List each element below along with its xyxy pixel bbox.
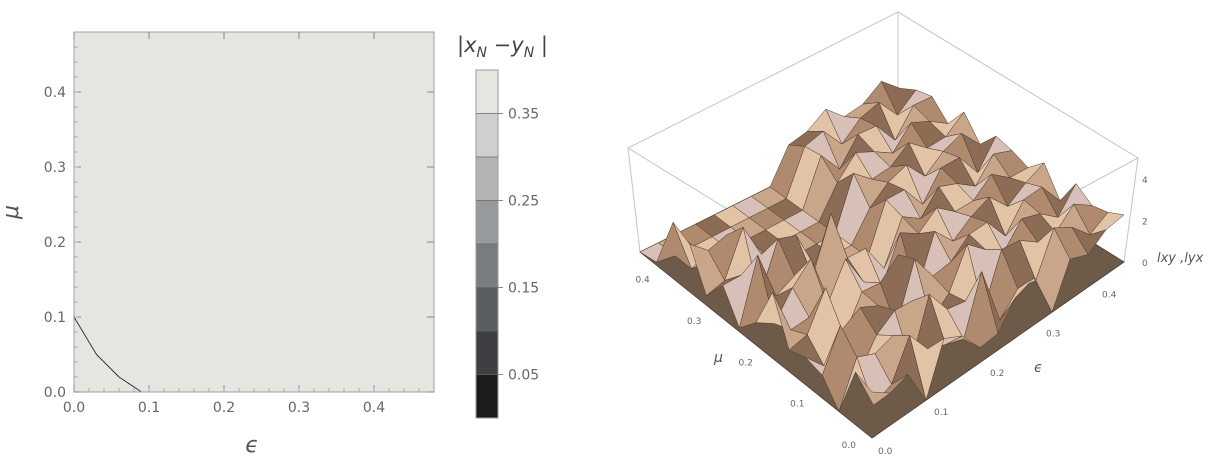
eps-tick-label: 0.0 [878, 447, 893, 457]
contour-tick-labels: 0.0 0.1 0.2 0.3 0.4 0.0 0.1 0.2 0.3 0.4 [44, 85, 385, 416]
colorbar-tick-label: 0.25 [508, 194, 539, 210]
x-tick-label: 0.0 [63, 400, 85, 416]
colorbar-title-main-3: | [534, 33, 548, 58]
box-edge-right [1123, 157, 1139, 263]
colorbar-ticks: 0.05 0.15 0.25 0.35 [476, 107, 539, 384]
y-tick-label: 0.2 [44, 235, 66, 251]
surface-plot: 0.00.10.20.30.4 0.00.10.20.30.4 024 μ ϵ … [626, 11, 1204, 457]
y-tick-label: 0.3 [44, 160, 66, 176]
mu-axis-label: μ [713, 350, 723, 366]
colorbar-swatch [476, 331, 498, 375]
colorbar-title-main-1: |x [457, 33, 477, 58]
mu-tick-label: 0.3 [687, 317, 701, 327]
mu-tick-label: 0.2 [739, 358, 753, 368]
z-tick-label: 0 [1142, 259, 1148, 269]
z-tick-label: 4 [1142, 176, 1148, 186]
colorbar-tick-label: 0.05 [508, 368, 539, 384]
x-axis-label: ϵ [245, 433, 259, 458]
surface-peaks [639, 80, 1125, 413]
colorbar-swatch [476, 244, 498, 288]
colorbar-swatch [476, 200, 498, 244]
x-tick-label: 0.4 [363, 400, 385, 416]
box-edge-left [627, 147, 641, 253]
contour-fill [74, 32, 434, 392]
y-tick-label: 0.4 [44, 85, 66, 101]
colorbar-title: |xN −yN | [457, 33, 548, 61]
eps-tick-label: 0.3 [1046, 330, 1060, 340]
x-tick-label: 0.3 [288, 400, 310, 416]
colorbar-tick-label: 0.15 [508, 281, 539, 297]
z-axis-label: lxy ,lyx [1157, 251, 1204, 266]
mu-axis-ticks: 0.0 0.1 0.2 0.3 0.4 [635, 276, 856, 451]
colorbar-swatches [476, 70, 498, 418]
colorbar-swatch [476, 157, 498, 201]
contour-band-7 [74, 32, 434, 392]
contour-bands [74, 32, 434, 392]
colorbar-swatch [476, 70, 498, 114]
y-axis-label: μ [0, 205, 24, 220]
x-tick-label: 0.1 [138, 400, 160, 416]
colorbar: |xN −yN | 0.050.150.250.35 [457, 33, 548, 419]
mu-tick-label: 0.1 [790, 400, 804, 410]
eps-axis-label: ϵ [1034, 360, 1043, 376]
eps-tick-label: 0.4 [1102, 291, 1117, 301]
colorbar-title-sub-2: N [524, 45, 535, 61]
eps-axis-ticks: 0.0 0.1 0.2 0.3 0.4 [878, 291, 1117, 457]
z-tick-label: 2 [1142, 217, 1148, 227]
mu-tick-label: 0.0 [842, 441, 857, 451]
colorbar-title-main-2: −y [487, 33, 524, 57]
mu-tick-label: 0.4 [635, 276, 650, 286]
x-tick-label: 0.2 [213, 400, 235, 416]
y-tick-label: 0.0 [44, 385, 66, 401]
eps-tick-label: 0.1 [934, 408, 948, 418]
colorbar-swatch [476, 113, 498, 157]
colorbar-swatch [476, 374, 498, 418]
colorbar-swatch [476, 287, 498, 331]
contour-ticks [73, 32, 434, 393]
colorbar-tick-label: 0.35 [508, 107, 539, 123]
colorbar-title-sub-1: N [477, 45, 488, 61]
z-axis-ticks: 0 2 4 [1142, 176, 1148, 269]
contour-plot: 0.0 0.1 0.2 0.3 0.4 0.0 0.1 0.2 0.3 0.4 ϵ μ [0, 31, 435, 458]
surface-patch [855, 371, 891, 406]
eps-tick-label: 0.2 [990, 369, 1004, 379]
y-tick-label: 0.1 [44, 310, 66, 326]
